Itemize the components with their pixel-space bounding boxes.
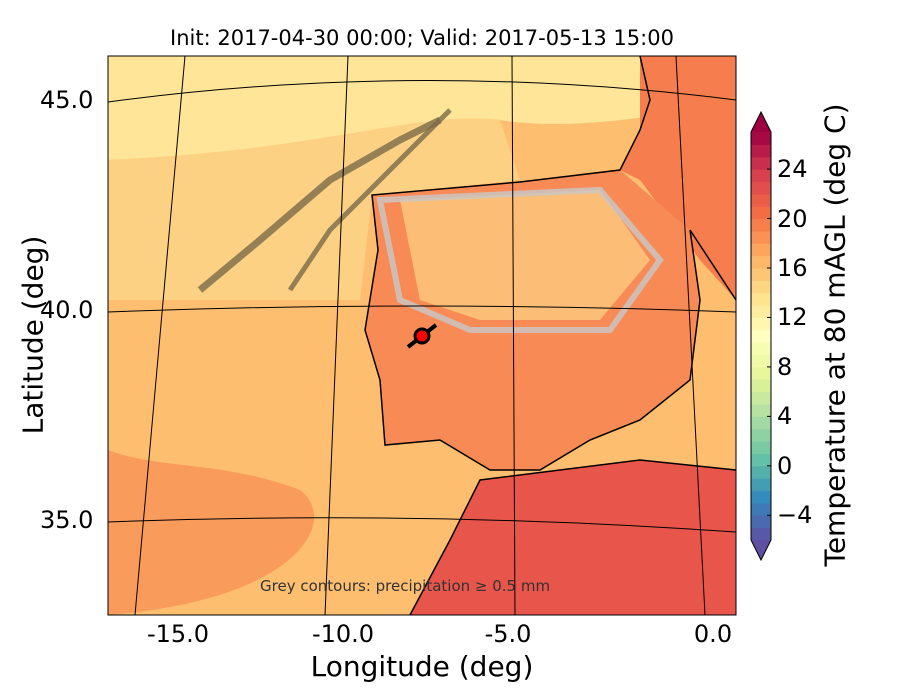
y-tick-label: 35.0 [40,506,94,534]
sea-southwest [108,450,315,615]
y-tick-label: 40.0 [40,296,94,324]
colorbar-segment [751,342,771,356]
y-tick-label: 45.0 [40,86,94,114]
colorbar-segment [751,404,771,417]
graticule [108,56,736,615]
colorbar-segment [751,132,771,145]
colorbar-segment [751,280,771,294]
colorbar-label: Temperature at 80 mAGL (deg C) [818,103,852,567]
colorbar-tick-label: 4 [777,402,793,431]
colorbar-tick-label: 20 [777,204,808,233]
x-tick-label: -5.0 [484,620,532,648]
colorbar-segment [751,292,771,306]
colorbar-tick-label: 8 [777,352,793,381]
colorbar-segment [751,416,771,430]
plot-title: Init: 2017-04-30 00:00; Valid: 2017-05-1… [170,26,674,50]
sea-mid [108,118,520,300]
colorbar-segment [751,502,771,516]
colorbar-segment [751,243,771,257]
colorbar-segment [751,428,771,442]
colorbar-segment [751,490,771,504]
colorbar-segment [751,169,771,182]
colorbar-tick-label: 12 [777,303,808,332]
colorbar-tick-label: 0 [777,451,793,480]
colorbar-tick-label: 24 [777,155,808,184]
colorbar-segment [751,193,771,207]
colorbar-outline [750,110,772,562]
colorbar-segment [751,366,771,380]
colorbar-tick-label: −4 [777,501,813,530]
precip-annotation: Grey contours: precipitation ≥ 0.5 mm [260,577,551,595]
colorbar-segment [751,230,771,244]
y-axis-label: Latitude (deg) [16,235,50,435]
colorbar-segment [751,465,771,479]
colorbar-segment [751,379,771,393]
colorbar-segment [751,305,771,318]
colorbar-segment [751,255,771,269]
land-africa [410,460,736,615]
colorbar-extend-min [751,540,771,560]
x-axis-label: Longitude (deg) [310,650,534,683]
x-tick-label: 0.0 [693,620,733,648]
land-france [620,56,736,300]
colorbar [750,110,772,562]
colorbar-segment [751,478,771,492]
colorbar-segment [751,317,771,331]
colorbar-segment [751,453,771,467]
location-marker [413,327,431,345]
colorbar-segment [751,515,771,529]
colorbar-segment [751,329,771,343]
sea-north-cool [108,56,736,160]
colorbar-segment [751,441,771,454]
coastline-africa [409,459,736,615]
x-tick-label: -10.0 [311,620,375,648]
colorbar-segment [751,206,771,220]
coastline [364,56,736,471]
colorbar-tick-label: 16 [777,254,808,282]
colorbar-segment [751,268,771,281]
x-tick-label: -15.0 [146,620,210,648]
colorbar-segment [751,218,771,232]
colorbar-extend-max [751,112,771,132]
precip-band-atlantic [197,116,442,293]
land-iberia-plateau [400,190,650,320]
colorbar-segment [751,144,771,158]
precip-contours [376,186,664,333]
colorbar-segment [751,181,771,195]
colorbar-segment [751,354,771,368]
colorbar-segment [751,156,771,170]
colorbar-segment [751,391,771,405]
colorbar-segment [751,527,771,541]
